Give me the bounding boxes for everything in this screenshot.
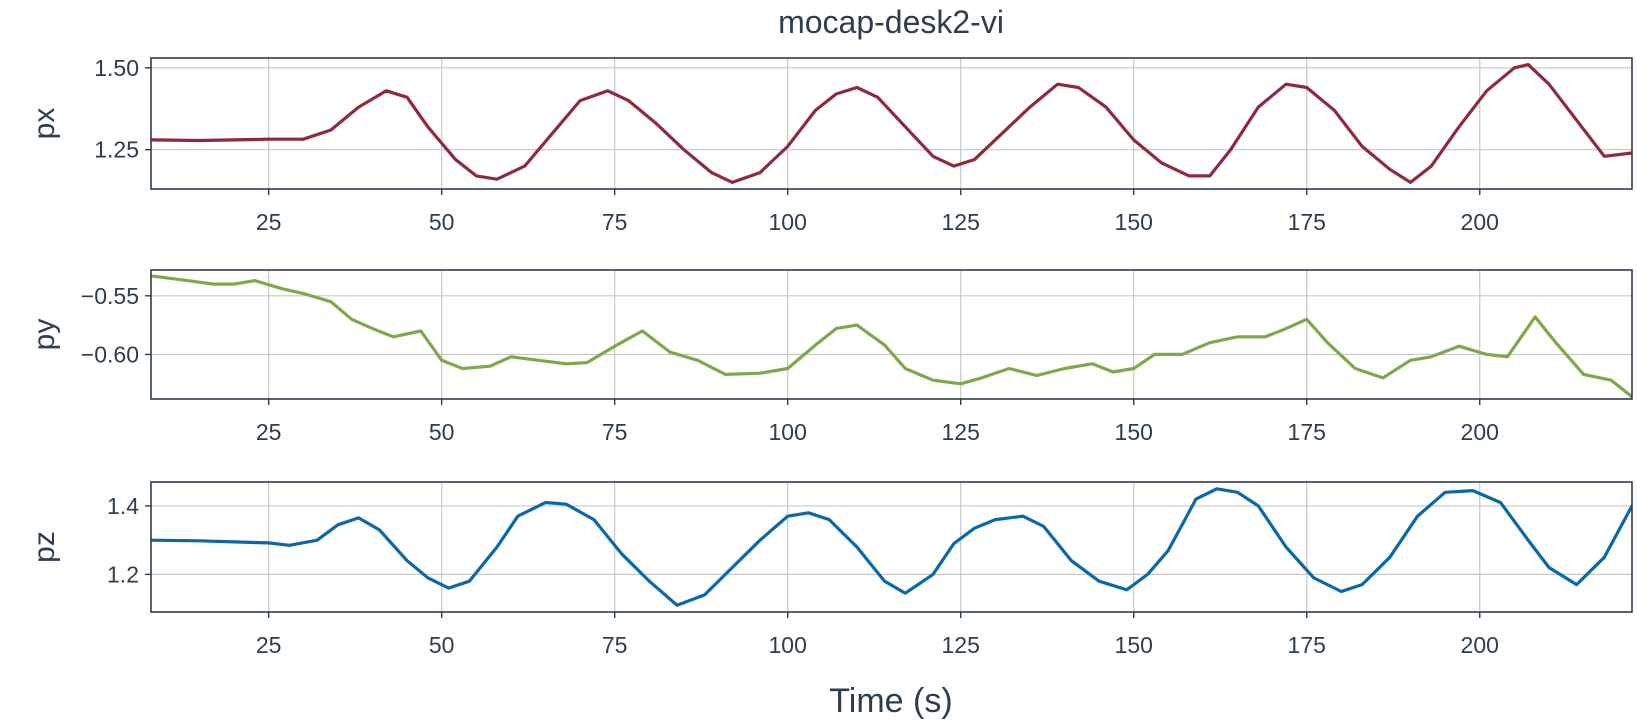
x-tick-label: 75 [602, 209, 628, 235]
y-tick-label: −0.55 [81, 283, 139, 309]
x-tick-label: 175 [1288, 209, 1326, 235]
x-tick-label: 75 [602, 419, 628, 445]
subplot-pz: 25 50 75 100 125 150 175 200 1.2 1.4 pz [28, 481, 1633, 658]
x-tick-label: 200 [1461, 419, 1499, 445]
x-tick-label: 100 [769, 209, 807, 235]
x-tick-label: 175 [1288, 632, 1326, 658]
subplot-py: 25 50 75 100 125 150 175 200 −0.55 −0.60 py [28, 269, 1633, 445]
x-tick-label: 25 [256, 632, 282, 658]
x-axis-label: Time (s) [829, 682, 952, 720]
x-tick-label: 100 [769, 632, 807, 658]
x-tick-label: 150 [1115, 632, 1153, 658]
x-tick-label: 125 [942, 419, 980, 445]
x-tick-label: 50 [429, 209, 455, 235]
x-tick-label: 100 [769, 419, 807, 445]
x-tick-label: 25 [256, 209, 282, 235]
x-tick-label: 200 [1461, 632, 1499, 658]
y-tick-label: −0.60 [81, 341, 139, 367]
chart-title: mocap-desk2-vi [778, 4, 1004, 40]
subplot-px: 25 50 75 100 125 150 175 200 1.25 1.50 px [28, 55, 1633, 235]
subplots: 25 50 75 100 125 150 175 200 1.25 1.50 px 25 50 75 100… [28, 55, 1633, 658]
x-tick-label: 150 [1115, 209, 1153, 235]
series-line-px [151, 62, 1632, 184]
x-tick-label: 200 [1461, 209, 1499, 235]
y-tick-label: 1.50 [94, 55, 139, 81]
y-tick-label: 1.4 [107, 493, 139, 519]
axes-frame [150, 269, 1633, 400]
x-tick-label: 75 [602, 632, 628, 658]
x-tick-label: 175 [1288, 419, 1326, 445]
y-axis-label: px [28, 108, 61, 140]
axes-frame [150, 57, 1633, 190]
x-tick-label: 50 [429, 419, 455, 445]
series-line-pz [151, 487, 1632, 607]
x-tick-label: 50 [429, 632, 455, 658]
y-tick-label: 1.25 [94, 137, 139, 163]
x-tick-label: 125 [942, 632, 980, 658]
series-line-py [151, 274, 1632, 399]
y-tick-label: 1.2 [107, 561, 139, 587]
axes-frame [150, 481, 1633, 613]
y-axis-label: pz [28, 531, 61, 563]
x-tick-label: 25 [256, 419, 282, 445]
y-axis-label: py [28, 319, 61, 351]
x-tick-label: 125 [942, 209, 980, 235]
x-tick-label: 150 [1115, 419, 1153, 445]
